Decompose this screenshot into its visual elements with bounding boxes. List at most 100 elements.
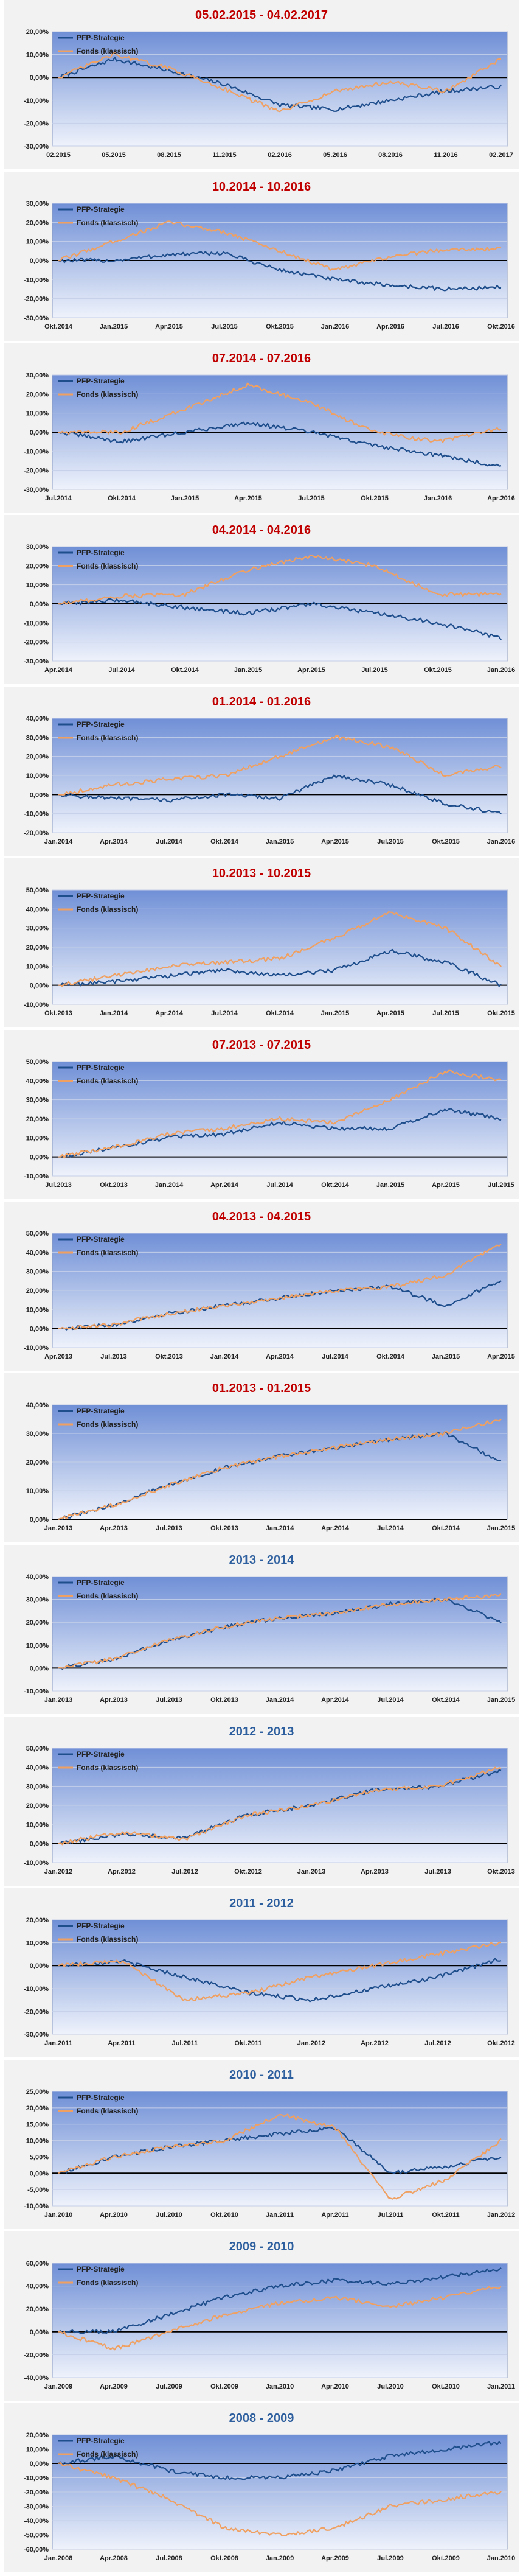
chart-title: 04.2013 - 04.2015 — [212, 1210, 311, 1223]
chart-plot: 30,00% 20,00% 10,00% 0,00% -10,00% -20,00% -30… — [24, 200, 515, 331]
x-tick-label: Apr.2015 — [487, 1353, 515, 1360]
series-line-fonds-klassisch — [58, 735, 502, 796]
y-tick-label: 30,00% — [26, 1597, 49, 1604]
chart-title: 07.2013 - 07.2015 — [212, 1038, 311, 1052]
legend-label: PFP-Strategie — [77, 33, 125, 42]
chart-panel: 04.2014 - 04.2016 30,00% 20,00% 10,00% 0,00%… — [4, 515, 519, 684]
y-tick-label: 0,00% — [30, 1154, 49, 1161]
x-tick-label: Jul.2013 — [156, 1525, 182, 1532]
x-tick-label: Jan.2016 — [487, 838, 515, 845]
x-tick-label: Jul.2013 — [45, 1181, 71, 1189]
legend-label: Fonds (klassisch) — [77, 219, 138, 227]
series-line-fonds-klassisch — [58, 220, 502, 271]
chart-title: 2013 - 2014 — [229, 1553, 294, 1567]
legend: PFP-Strategie Fonds (klassisch) — [58, 720, 138, 742]
chart-panel: 10.2013 - 10.2015 50,00% 40,00% 30,00% 20,00… — [4, 858, 519, 1027]
x-tick-label: Jan.2013 — [297, 1868, 325, 1875]
x-tick-label: Jul.2014 — [156, 838, 182, 845]
y-tick-label: 10,00% — [26, 52, 49, 59]
x-tick-label: Apr.2015 — [297, 667, 325, 674]
x-tick-label: 02.2015 — [46, 152, 71, 159]
y-tick-label: -20,00% — [24, 2489, 49, 2496]
x-tick-label: Okt.2013 — [155, 1353, 183, 1360]
legend-label: Fonds (klassisch) — [77, 1420, 138, 1429]
x-tick-label: Okt.2011 — [432, 2211, 459, 2219]
x-tick-label: Jul.2013 — [424, 1868, 451, 1875]
x-tick-label: Apr.2014 — [210, 1181, 239, 1189]
series-line-pfp-strategie — [58, 1958, 502, 2003]
chart-panel: 04.2013 - 04.2015 50,00% 40,00% 30,00% 20,00… — [4, 1202, 519, 1371]
y-tick-label: -10,00% — [24, 620, 49, 627]
x-tick-label: Okt.2014 — [376, 1353, 405, 1360]
x-tick-label: Apr.2013 — [361, 1868, 389, 1875]
y-tick-label: 10,00% — [26, 2446, 49, 2454]
y-tick-label: 0,00% — [30, 74, 49, 82]
x-tick-label: Okt.2015 — [266, 323, 294, 331]
legend-label: Fonds (klassisch) — [77, 1077, 138, 1085]
y-tick-label: -10,00% — [24, 811, 49, 818]
x-tick-label: Jan.2015 — [321, 1010, 349, 1017]
legend: PFP-Strategie Fonds (klassisch) — [58, 1922, 138, 1944]
x-tick-label: Okt.2015 — [424, 667, 452, 674]
series-line-fonds-klassisch — [58, 382, 502, 443]
y-tick-label: 0,00% — [30, 257, 49, 265]
chart-plot: 20,00%10,00%0,00%-10,00%-20,00%-30,00%Ja… — [24, 1917, 515, 2047]
legend-label: PFP-Strategie — [77, 2437, 125, 2445]
legend-label: Fonds (klassisch) — [77, 2278, 138, 2287]
y-tick-label: 40,00% — [26, 1764, 49, 1771]
x-tick-label: Jan.2015 — [171, 495, 199, 502]
x-tick-label: Jan.2014 — [155, 1181, 184, 1189]
x-tick-label: Jan.2014 — [210, 1353, 239, 1360]
x-tick-label: Okt.2011 — [234, 2040, 262, 2047]
series-line-pfp-strategie — [58, 421, 502, 467]
x-tick-label: 11.2015 — [212, 152, 236, 159]
y-tick-label: 10,00% — [26, 410, 49, 418]
y-tick-label: -60,00% — [24, 2546, 49, 2553]
series-line-pfp-strategie — [58, 2441, 502, 2480]
series-line-pfp-strategie — [58, 1108, 502, 1158]
y-tick-label: 0,00% — [30, 601, 49, 608]
y-tick-label: -30,00% — [24, 486, 49, 494]
chart-panel: 2009 - 2010 60,00% 40,00% 20,00% 0,00% -20,00… — [4, 2231, 519, 2401]
legend: PFP-Strategie Fonds (klassisch) — [58, 2093, 138, 2115]
x-tick-label: Apr.2010 — [321, 2383, 349, 2390]
chart-panel: 07.2013 - 07.2015 50,00% 40,00% 30,00% 20,00… — [4, 1030, 519, 1199]
chart-plot: 50,00% 40,00% 30,00% 20,00% 10,00% 0,00% -10,0… — [24, 1230, 515, 1360]
y-tick-label: 50,00% — [26, 1745, 49, 1752]
x-tick-label: Jan.2009 — [44, 2383, 72, 2390]
y-tick-label: 20,00% — [26, 1287, 49, 1295]
y-tick-label: 0,00% — [30, 2460, 49, 2468]
x-tick-label: Jul.2013 — [156, 1696, 182, 1704]
y-tick-label: 30,00% — [26, 1783, 49, 1791]
x-tick-label: Jan.2016 — [321, 323, 349, 331]
legend-label: PFP-Strategie — [77, 1407, 125, 1415]
y-tick-label: 10,00% — [26, 239, 49, 246]
series-line-fonds-klassisch — [58, 1069, 502, 1159]
x-tick-label: Jul.2015 — [377, 838, 403, 845]
x-tick-label: Okt.2008 — [210, 2555, 238, 2562]
x-tick-label: Okt.2014 — [44, 323, 73, 331]
y-tick-label: 20,00% — [26, 754, 49, 761]
x-tick-label: Apr.2013 — [100, 1525, 128, 1532]
legend: PFP-Strategie Fonds (klassisch) — [58, 548, 138, 570]
chart-panel: 07.2014 - 07.2016 30,00% 20,00% 10,00% 0,00%… — [4, 343, 519, 513]
legend-label: Fonds (klassisch) — [77, 1592, 138, 1600]
x-tick-label: Jan.2010 — [487, 2555, 515, 2562]
x-tick-label: Okt.2014 — [266, 1010, 294, 1017]
y-tick-label: -10,00% — [24, 1345, 49, 1352]
x-tick-label: Apr.2015 — [376, 1010, 404, 1017]
y-tick-label: 20,00% — [26, 219, 49, 226]
y-tick-label: -20,00% — [24, 639, 49, 646]
x-tick-label: Jan.2015 — [487, 1525, 515, 1532]
x-tick-label: 11.2016 — [434, 152, 457, 159]
y-tick-label: 40,00% — [26, 1573, 49, 1581]
x-tick-label: Apr.2012 — [361, 2040, 389, 2047]
y-tick-label: 30,00% — [26, 925, 49, 933]
x-tick-label: Jan.2009 — [266, 2555, 294, 2562]
y-tick-label: 10,00% — [26, 2138, 49, 2145]
legend: PFP-Strategie Fonds (klassisch) — [58, 1063, 138, 1085]
y-tick-label: 20,00% — [26, 1459, 49, 1466]
y-tick-label: 30,00% — [26, 544, 49, 551]
x-tick-label: Okt.2015 — [432, 838, 460, 845]
x-tick-label: Jul.2014 — [377, 1696, 404, 1704]
